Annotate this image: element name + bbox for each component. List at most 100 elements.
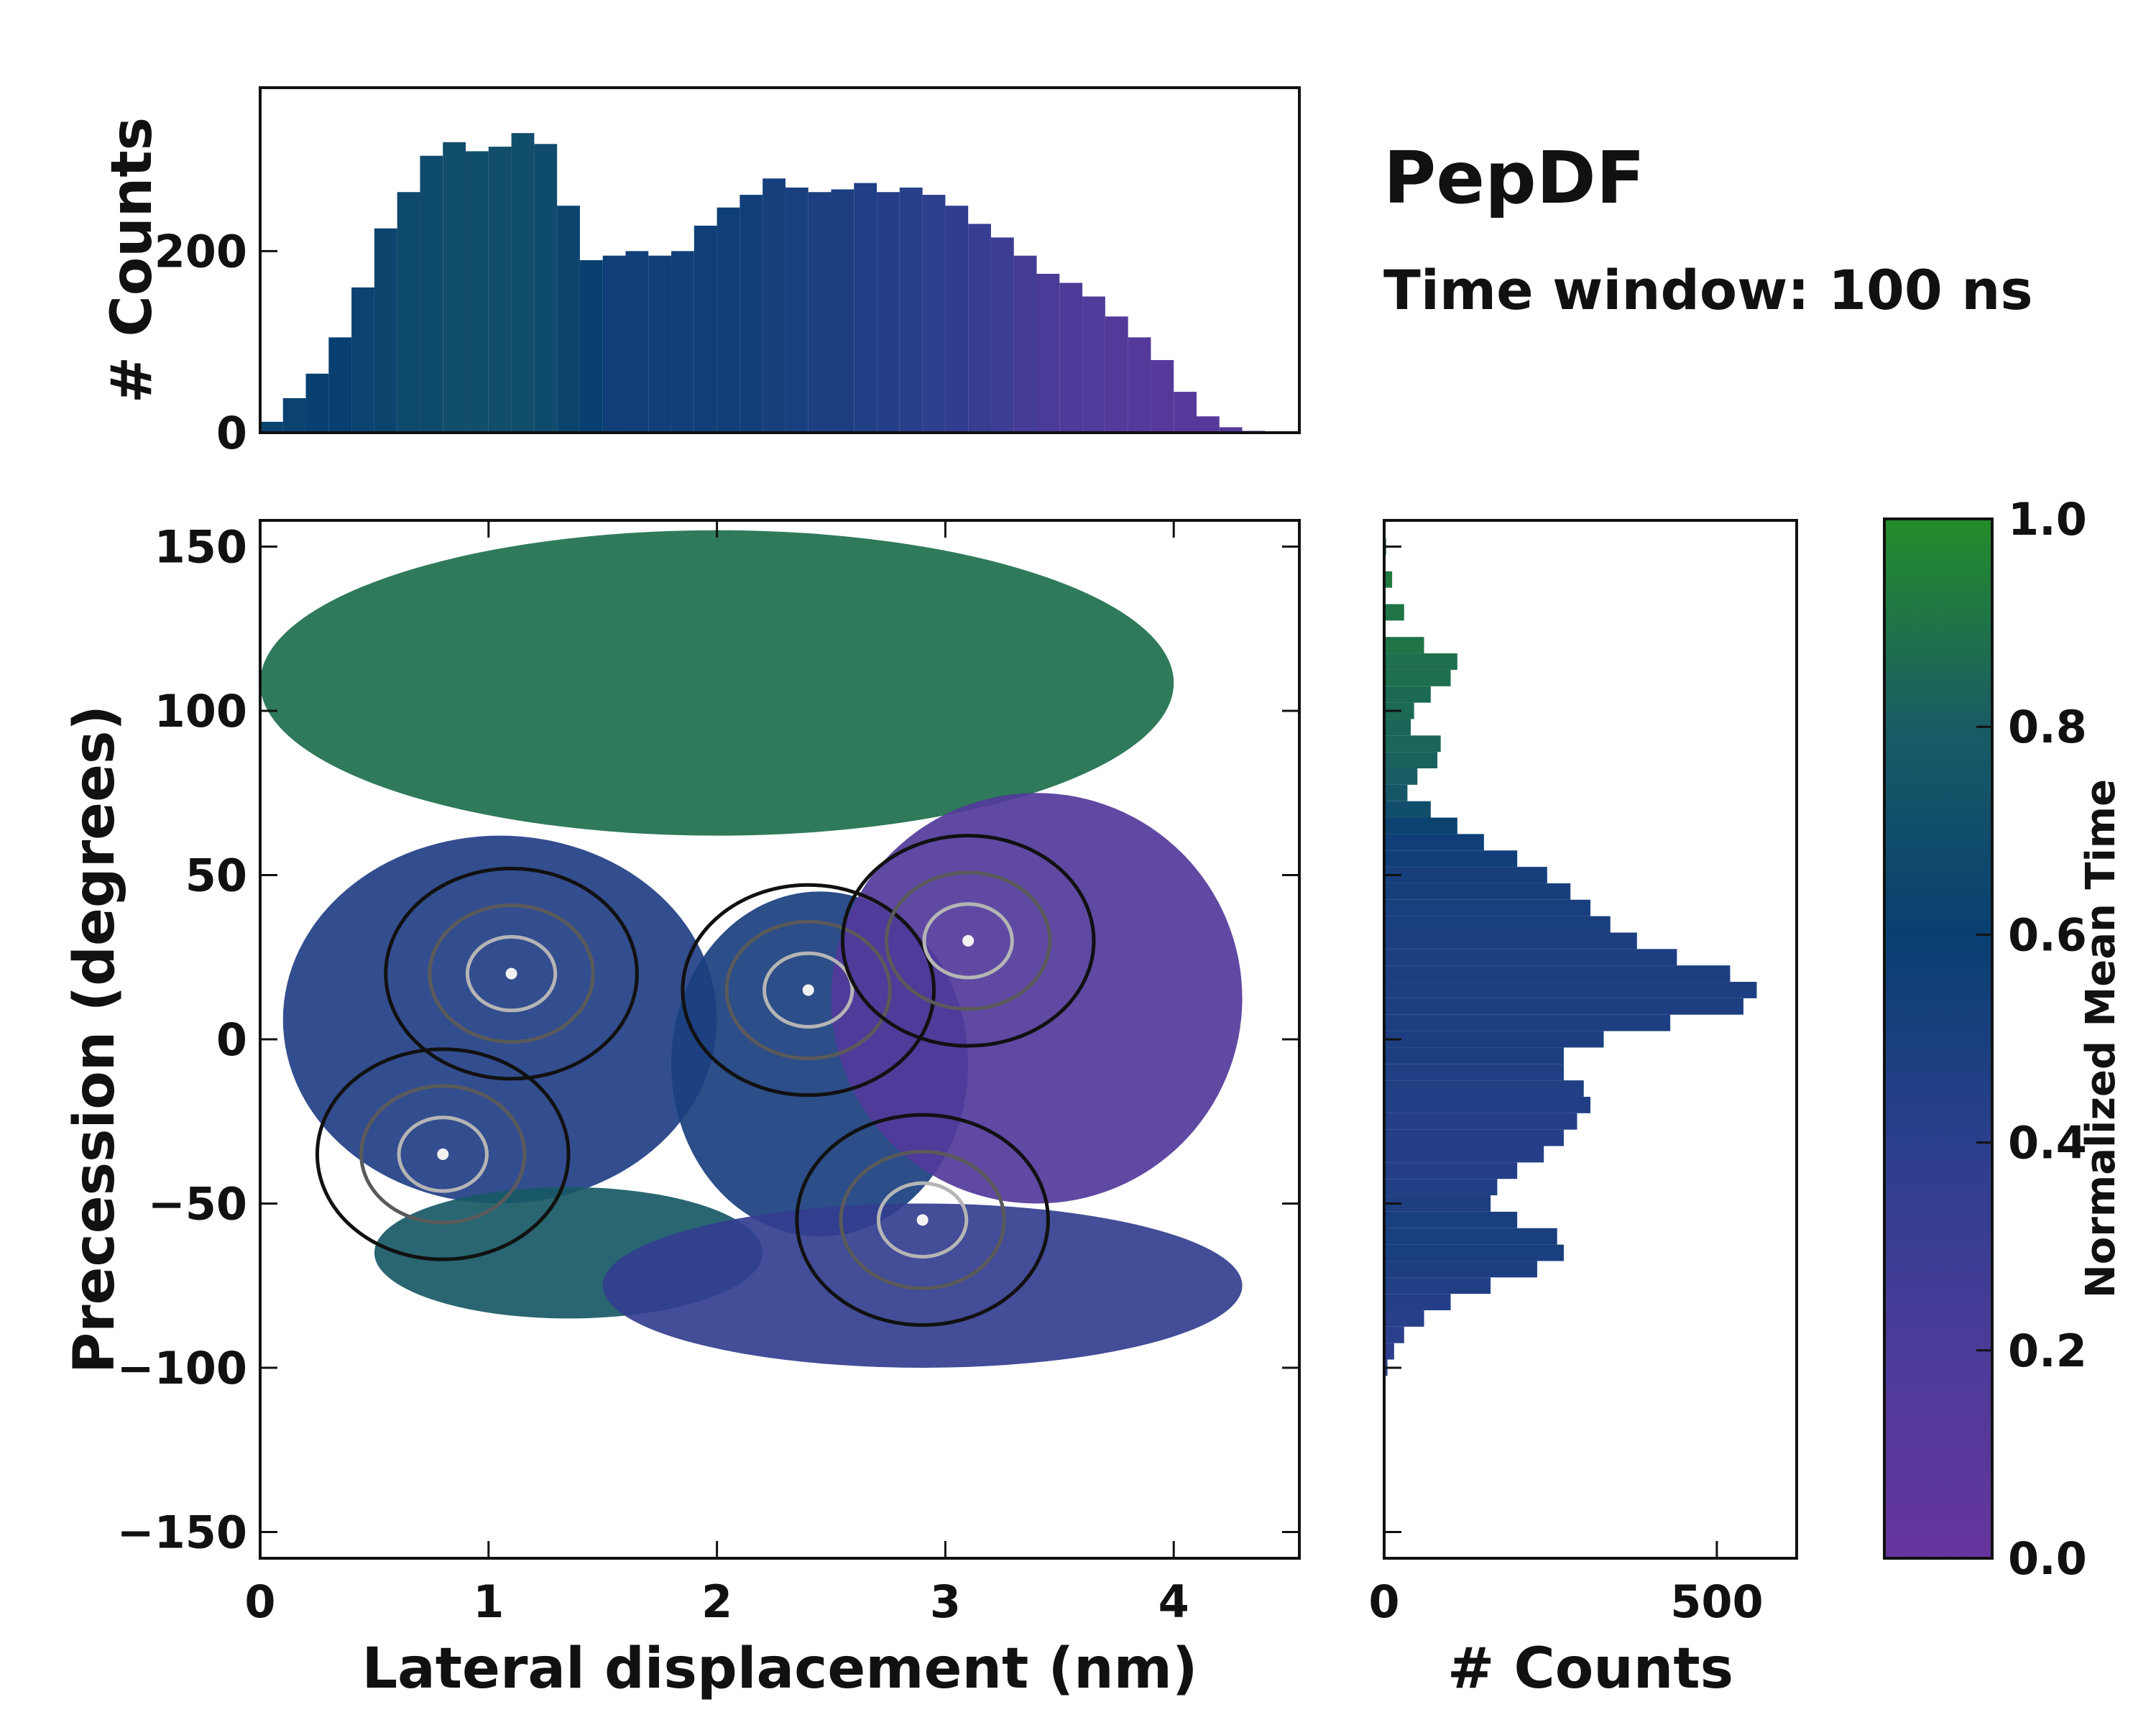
top-hist-bar <box>808 192 831 433</box>
top-hist-bar <box>397 192 420 433</box>
top-histogram-ticks: 0 200 <box>155 225 277 459</box>
top-histogram-frame <box>259 86 1301 434</box>
top-hist-bar <box>1174 392 1197 433</box>
main-xtick-label: 0 <box>244 1576 275 1628</box>
density-peak <box>962 934 975 947</box>
contour-1-1 <box>724 919 892 1061</box>
top-hist-bar <box>694 226 717 433</box>
right-hist-bar <box>1384 1129 1564 1146</box>
contour-2-2 <box>397 1116 489 1193</box>
right-hist-bar <box>1384 669 1451 686</box>
main-ytick-label: 100 <box>155 685 247 737</box>
top-hist-bar <box>443 142 466 433</box>
right-hist-bar <box>1384 867 1547 883</box>
right-hist-bar <box>1384 719 1411 736</box>
right-hist-bar <box>1384 1047 1564 1064</box>
contour-0-2 <box>465 934 558 1013</box>
right-hist-bar <box>1384 1113 1577 1130</box>
right-hist-bar <box>1384 965 1731 983</box>
right-hist-bar <box>1384 784 1408 801</box>
top-hist-bar <box>1036 273 1060 433</box>
right-hist-bar <box>1384 1146 1544 1163</box>
main-xlabel: Lateral displacement (nm) <box>361 1637 1197 1701</box>
region-right <box>831 793 1243 1204</box>
right-xtick-label: 500 <box>1670 1576 1763 1628</box>
colorbar: 0.0 0.2 0.4 0.6 0.8 1.0 Normalized Mean Time <box>1883 493 2124 1585</box>
colorbar-gradient <box>1883 518 1994 1560</box>
top-hist-bar <box>351 287 374 433</box>
main-xtick-label: 3 <box>930 1576 961 1628</box>
top-hist-bar <box>1196 416 1220 433</box>
region-lower <box>602 1203 1243 1368</box>
contour-2-0 <box>315 1047 571 1261</box>
right-hist-bar <box>1384 1228 1557 1245</box>
top-hist-bar <box>671 251 694 433</box>
main-plot-ticks: 0 1 2 3 4 −150 −100 −50 0 50 100 150 <box>117 520 1299 1628</box>
density-contours <box>315 834 1096 1328</box>
top-hist-bar <box>854 183 877 433</box>
region-upper <box>260 530 1174 836</box>
top-hist-bar <box>420 155 443 433</box>
top-histogram-ylabel: # Counts <box>100 117 165 403</box>
right-hist-bar <box>1384 1195 1491 1212</box>
top-hist-bar <box>877 192 900 433</box>
colorbar-ticks: 0.0 0.2 0.4 0.6 0.8 1.0 <box>1976 493 2087 1585</box>
right-hist-bar <box>1384 1014 1671 1031</box>
right-hist-bar <box>1384 1343 1394 1360</box>
contour-4-1 <box>885 870 1052 1011</box>
right-hist-bar <box>1384 1080 1584 1097</box>
top-histogram-bars <box>260 133 1266 433</box>
right-hist-bar <box>1384 850 1518 868</box>
region-center-left <box>282 835 717 1204</box>
right-hist-bar <box>1384 932 1637 949</box>
right-hist-bar <box>1384 735 1441 753</box>
top-hist-bar <box>1105 316 1128 433</box>
density-peak <box>505 967 517 980</box>
top-hist-bar <box>1013 255 1037 433</box>
colorbar-tick-label: 0.2 <box>2008 1325 2087 1377</box>
colorbar-tick-label: 0.8 <box>2008 701 2087 753</box>
top-hist-bar <box>511 133 535 433</box>
top-hist-bar <box>945 206 969 433</box>
figure-title: PepDF <box>1383 136 1645 220</box>
top-hist-bar <box>899 187 923 433</box>
top-hist-bar <box>557 206 580 433</box>
right-hist-bar <box>1384 1244 1564 1261</box>
right-xtick-label: 0 <box>1368 1576 1399 1628</box>
density-peak <box>437 1148 449 1160</box>
top-ytick-label: 0 <box>216 407 247 459</box>
top-hist-bar <box>717 207 740 433</box>
right-hist-bar <box>1384 1064 1564 1081</box>
contour-4-0 <box>840 834 1096 1048</box>
contour-3-2 <box>876 1181 969 1259</box>
right-hist-bar <box>1384 1310 1424 1327</box>
main-xtick-label: 4 <box>1158 1576 1189 1628</box>
right-hist-bar <box>1384 1294 1451 1310</box>
main-xtick-label: 2 <box>701 1576 732 1628</box>
right-hist-bar <box>1384 899 1590 916</box>
main-ytick-label: −150 <box>117 1506 247 1558</box>
right-histogram-ticks: 0 500 <box>1368 546 1764 1628</box>
contour-4-2 <box>922 902 1014 980</box>
right-hist-bar <box>1384 653 1457 670</box>
density-peak <box>916 1214 929 1226</box>
contour-0-0 <box>384 866 639 1081</box>
top-hist-bar <box>466 151 489 433</box>
right-hist-bar <box>1384 1277 1491 1294</box>
right-hist-bar <box>1384 1261 1537 1278</box>
right-hist-bar <box>1384 1211 1518 1228</box>
top-hist-bar <box>534 144 558 433</box>
colorbar-tick-label: 1.0 <box>2008 493 2087 546</box>
right-hist-bar <box>1384 801 1431 818</box>
top-hist-bar <box>990 237 1014 433</box>
right-hist-bar <box>1384 1179 1498 1196</box>
right-hist-bar <box>1384 752 1438 769</box>
top-hist-bar <box>922 195 946 433</box>
colorbar-tick-label: 0.4 <box>2008 1117 2087 1169</box>
top-hist-bar <box>282 398 306 433</box>
right-hist-bar <box>1384 817 1457 834</box>
top-hist-bar <box>1082 296 1105 433</box>
top-marginal-histogram: 0 200 # Counts <box>100 86 1301 459</box>
top-hist-bar <box>831 189 854 433</box>
